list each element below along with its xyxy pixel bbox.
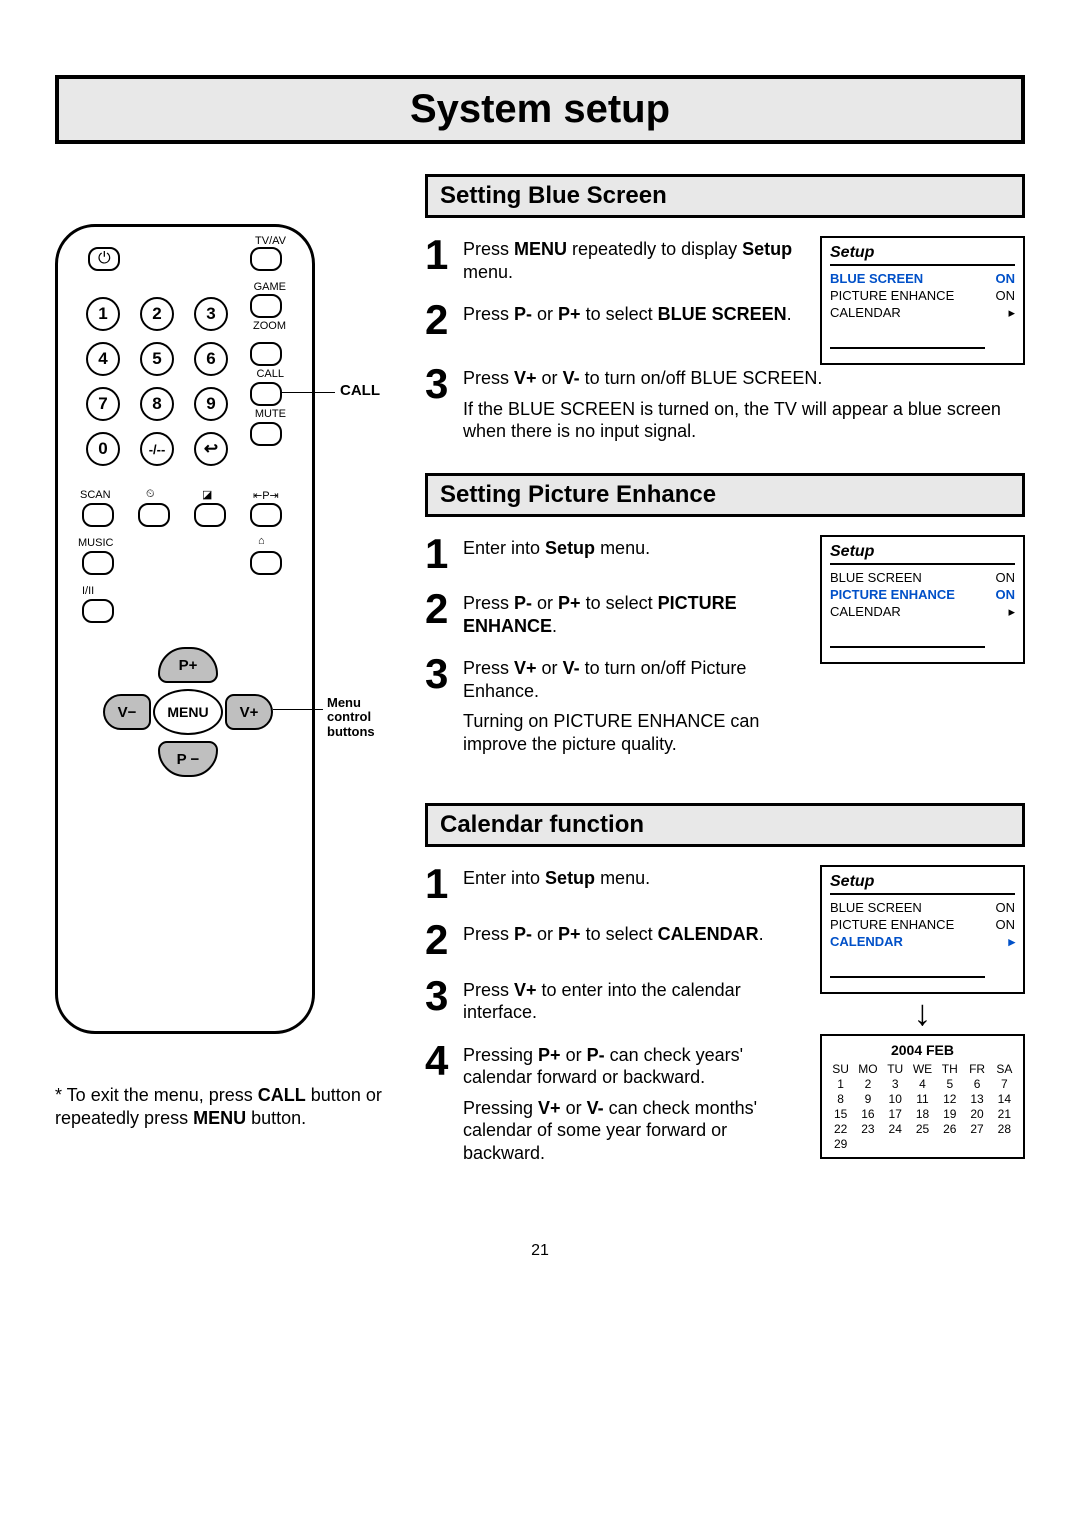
steps-picture: 1Enter into Setup menu.2Press P- or P+ t… [425, 535, 800, 774]
power-button [88, 247, 120, 271]
dpad: P+ P − V− V+ MENU [103, 647, 273, 777]
dpad-down: P − [158, 741, 218, 777]
dpad-center: MENU [153, 689, 223, 735]
section-header-calendar: Calendar function [425, 803, 1025, 847]
dpad-right: V+ [225, 694, 273, 730]
iII-button [82, 599, 114, 623]
calendar-title: 2004 FEB [828, 1042, 1017, 1058]
section-header-blue: Setting Blue Screen [425, 174, 1025, 218]
exit-note-suffix: button. [246, 1108, 306, 1128]
lock-icon: ⌂ [258, 535, 265, 547]
exit-note-bold1: CALL [258, 1085, 306, 1105]
setup-box-picture: SetupBLUE SCREENONPICTURE ENHANCEONCALEN… [820, 535, 1025, 664]
setup-box-blue: SetupBLUE SCREENONPICTURE ENHANCEONCALEN… [820, 236, 1025, 365]
tvav-label: TV/AV [255, 235, 286, 247]
dpad-up: P+ [158, 647, 218, 683]
lead-line-call [280, 392, 335, 393]
arrow-down-icon: ↓ [820, 992, 1025, 1034]
return-button: ↩ [194, 432, 228, 466]
mute-label: MUTE [255, 408, 286, 420]
num-6: 6 [194, 342, 228, 376]
num-3: 3 [194, 297, 228, 331]
num-8: 8 [140, 387, 174, 421]
scan-button [82, 503, 114, 527]
steps-calendar: 1Enter into Setup menu.2Press P- or P+ t… [425, 865, 800, 1182]
num-dash: -/-- [140, 432, 174, 466]
content-column: Setting Blue Screen 1Press MENU repeated… [425, 174, 1025, 1182]
call-button [250, 382, 282, 406]
music-label: MUSIC [78, 537, 113, 549]
zoom-label: ZOOM [253, 320, 286, 332]
num-1: 1 [86, 297, 120, 331]
calendar-grid: SUMOTUWETHFRSA12345678910111213141516171… [828, 1062, 1017, 1151]
exit-note-prefix: * To exit the menu, press [55, 1085, 258, 1105]
dpad-left: V− [103, 694, 151, 730]
num-5: 5 [140, 342, 174, 376]
lead-line-menu [273, 709, 323, 710]
page-title-box: System setup [55, 75, 1025, 144]
setup-box-calendar: SetupBLUE SCREENONPICTURE ENHANCEONCALEN… [820, 865, 1025, 994]
num-0: 0 [86, 432, 120, 466]
game-label: GAME [254, 281, 286, 293]
music-button [82, 551, 114, 575]
mute-button [250, 422, 282, 446]
pic-button [194, 503, 226, 527]
tvav-button [250, 247, 282, 271]
num-7: 7 [86, 387, 120, 421]
game-button [250, 294, 282, 318]
num-4: 4 [86, 342, 120, 376]
call-label-sm: CALL [256, 368, 284, 380]
call-callout-label: CALL [340, 382, 380, 399]
menu-callout-label: Menu control buttons [327, 696, 397, 739]
remote-control-diagram: TV/AV GAME ZOOM CALL MUTE 1 2 3 4 5 6 7 … [55, 224, 315, 1034]
timer-button [138, 503, 170, 527]
remote-column: TV/AV GAME ZOOM CALL MUTE 1 2 3 4 5 6 7 … [55, 174, 390, 1182]
timer-icon: ⏲ [146, 488, 155, 501]
section-header-picture: Setting Picture Enhance [425, 473, 1025, 517]
ipi-button [250, 503, 282, 527]
lock-button [250, 551, 282, 575]
exit-note-bold2: MENU [193, 1108, 246, 1128]
exit-note: * To exit the menu, press CALL button or… [55, 1084, 390, 1131]
num-2: 2 [140, 297, 174, 331]
num-9: 9 [194, 387, 228, 421]
page-number: 21 [55, 1242, 1025, 1260]
scan-label: SCAN [80, 489, 111, 501]
ipi-icon: ⇤P⇥ [253, 489, 279, 502]
zoom-button [250, 342, 282, 366]
pic-icon: ◪ [202, 488, 212, 501]
calendar-box: 2004 FEB SUMOTUWETHFRSA12345678910111213… [820, 1034, 1025, 1159]
page-title: System setup [79, 87, 1001, 132]
iII-label: I/II [82, 585, 94, 597]
steps-blue: 1Press MENU repeatedly to display Setup … [425, 236, 800, 357]
